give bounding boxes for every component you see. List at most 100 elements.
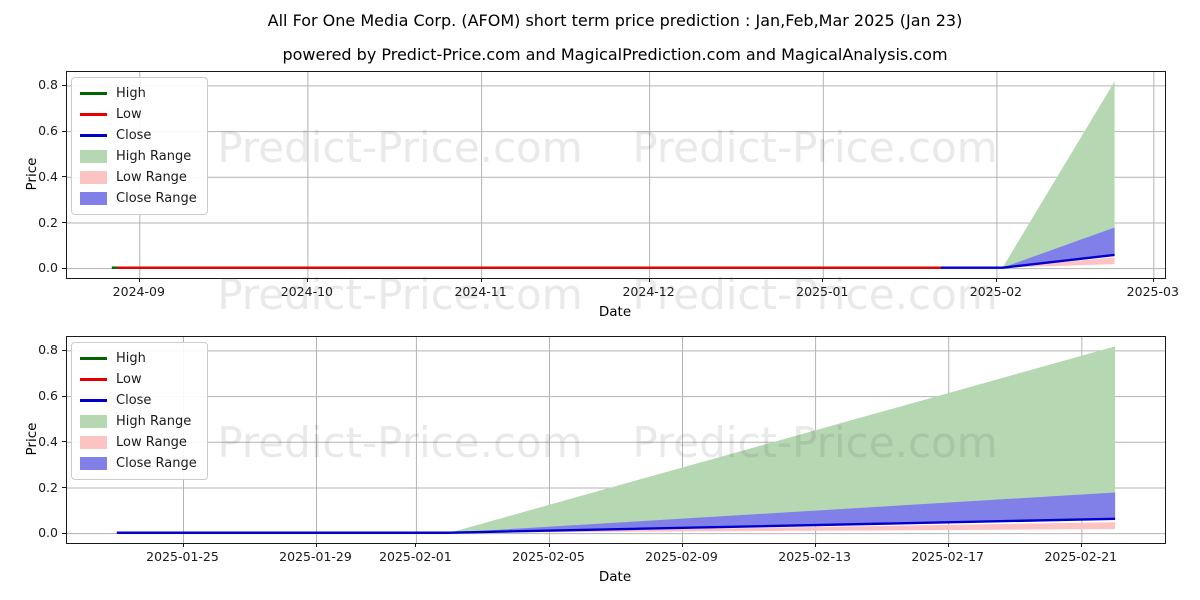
- legend-patch-swatch: [80, 436, 107, 449]
- y-tick-mark: [62, 349, 66, 351]
- legend: High Low Close High Range Low Range Close Ran…: [71, 342, 208, 480]
- legend-item: Close: [80, 390, 197, 411]
- close-line: [940, 253, 1115, 269]
- legend-line-swatch: [80, 92, 107, 95]
- legend-label: Low: [116, 372, 142, 387]
- legend-patch-swatch: [80, 457, 107, 470]
- x-tick-mark: [995, 278, 997, 282]
- legend-item: Low: [80, 369, 197, 390]
- x-tick-mark: [648, 278, 650, 282]
- legend-patch-swatch: [80, 415, 107, 428]
- x-tick-mark: [415, 543, 417, 547]
- x-tick-label: 2025-02-01: [379, 549, 452, 564]
- legend-item: High Range: [80, 411, 197, 432]
- legend-label: Low: [116, 107, 142, 122]
- y-tick-mark: [62, 130, 66, 132]
- legend-label: Low Range: [116, 435, 187, 450]
- legend-item: High: [80, 348, 197, 369]
- high-range-band: [1002, 81, 1115, 268]
- legend-item: High: [80, 83, 197, 104]
- plot-area: High Low Close High Range Low Range Close Ran…: [66, 336, 1166, 544]
- x-tick-label: 2025-02-17: [911, 549, 985, 564]
- x-tick-mark: [947, 543, 949, 547]
- x-tick-mark: [1152, 278, 1154, 282]
- legend: High Low Close High Range Low Range Close Ran…: [71, 77, 208, 215]
- chart-title: All For One Media Corp. (AFOM) short ter…: [267, 11, 963, 30]
- legend-label: Close Range: [116, 191, 197, 206]
- y-tick-mark: [62, 267, 66, 269]
- x-tick-label: 2025-02-09: [645, 549, 718, 564]
- y-tick-label: 0.0: [38, 525, 58, 541]
- x-tick-mark: [315, 543, 317, 547]
- close-line: [116, 517, 1116, 534]
- y-tick-mark: [62, 176, 66, 178]
- x-tick-label: 2025-03: [1126, 284, 1179, 299]
- x-tick-label: 2024-11: [454, 284, 507, 299]
- y-tick-label: 0.4: [38, 168, 58, 184]
- legend-label: High Range: [116, 414, 192, 429]
- x-tick-mark: [548, 543, 550, 547]
- legend-patch-swatch: [80, 192, 107, 205]
- y-tick-label: 0.0: [38, 260, 58, 276]
- y-tick-label: 0.4: [38, 433, 58, 449]
- legend-label: Close: [116, 128, 152, 143]
- x-axis-label: Date: [598, 304, 632, 320]
- legend-line-swatch: [80, 399, 107, 402]
- legend-label: Close Range: [116, 456, 197, 471]
- x-tick-label: 2025-01-29: [279, 549, 352, 564]
- legend-line-swatch: [80, 357, 107, 360]
- x-tick-mark: [1080, 543, 1082, 547]
- x-tick-label: 2025-02: [969, 284, 1022, 299]
- y-tick-mark: [62, 395, 66, 397]
- y-tick-label: 0.8: [38, 77, 58, 93]
- x-tick-label: 2025-02-05: [512, 549, 585, 564]
- y-tick-mark: [62, 222, 66, 223]
- x-tick-mark: [182, 543, 184, 547]
- legend-label: High: [116, 86, 146, 101]
- y-tick-label: 0.6: [38, 123, 58, 139]
- x-tick-mark: [822, 278, 824, 282]
- legend-label: Close: [116, 393, 152, 408]
- legend-item: Close Range: [80, 453, 197, 474]
- y-tick-label: 0.2: [38, 214, 58, 230]
- legend-patch-swatch: [80, 171, 107, 184]
- y-tick-label: 0.2: [38, 479, 58, 495]
- x-tick-label: 2025-02-13: [778, 549, 851, 564]
- y-tick-label: 0.6: [38, 388, 58, 404]
- x-tick-mark: [814, 543, 816, 547]
- x-tick-mark: [306, 278, 308, 282]
- x-tick-label: 2025-01-25: [146, 549, 219, 564]
- y-tick-mark: [62, 532, 66, 534]
- legend-line-swatch: [80, 134, 107, 137]
- plot-area: High Low Close High Range Low Range Close Ran…: [66, 71, 1166, 279]
- x-tick-mark: [138, 278, 140, 282]
- x-tick-label: 2025-02-21: [1044, 549, 1118, 564]
- x-tick-mark: [480, 278, 482, 282]
- y-tick-mark: [62, 84, 66, 86]
- legend-label: High: [116, 351, 146, 366]
- legend-item: Close: [80, 125, 197, 146]
- legend-item: Low Range: [80, 167, 197, 188]
- x-tick-mark: [681, 543, 683, 547]
- legend-label: High Range: [116, 149, 192, 164]
- legend-line-swatch: [80, 113, 107, 116]
- x-tick-label: 2024-09: [112, 284, 165, 299]
- y-tick-mark: [62, 441, 66, 443]
- y-tick-label: 0.8: [38, 342, 58, 358]
- chart-canvas: [67, 337, 1165, 543]
- y-axis-label: Price: [24, 157, 40, 191]
- chart-subtitle: powered by Predict-Price.com and Magical…: [282, 45, 948, 64]
- legend-label: Low Range: [116, 170, 187, 185]
- legend-item: Low: [80, 104, 197, 125]
- x-axis-label: Date: [598, 569, 632, 585]
- legend-item: Low Range: [80, 432, 197, 453]
- legend-line-swatch: [80, 378, 107, 381]
- x-tick-label: 2025-01: [796, 284, 849, 299]
- x-tick-label: 2024-12: [622, 284, 675, 299]
- legend-item: High Range: [80, 146, 197, 167]
- y-tick-mark: [62, 487, 66, 488]
- legend-item: Close Range: [80, 188, 197, 209]
- chart-canvas: [67, 72, 1165, 278]
- y-axis-label: Price: [24, 422, 40, 456]
